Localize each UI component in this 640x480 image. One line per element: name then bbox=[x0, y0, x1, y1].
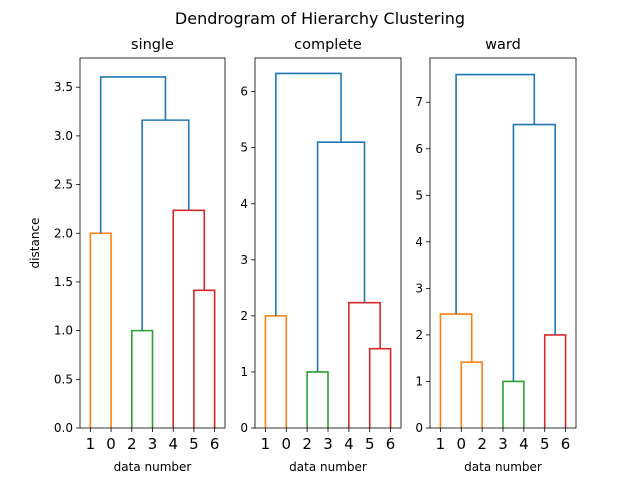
dendrogram-link bbox=[141, 119, 190, 331]
dendrogram-link bbox=[172, 209, 206, 428]
dendrogram-link bbox=[99, 76, 167, 234]
x-tick-label: 2 bbox=[477, 435, 487, 453]
y-tick-label: 7 bbox=[415, 95, 423, 109]
y-tick-label: 2.0 bbox=[54, 226, 73, 240]
dendrogram-link bbox=[543, 334, 567, 428]
y-tick-label: 1.5 bbox=[54, 275, 73, 289]
x-tick-label: 5 bbox=[189, 435, 199, 453]
figure-title: Dendrogram of Hierarchy Clustering bbox=[175, 9, 465, 28]
x-tick-label: 5 bbox=[365, 435, 375, 453]
x-tick-label: 3 bbox=[148, 435, 158, 453]
x-tick-label: 6 bbox=[561, 435, 571, 453]
x-axis-label: data number bbox=[114, 460, 192, 474]
x-tick-label: 2 bbox=[302, 435, 312, 453]
x-tick-label: 4 bbox=[344, 435, 354, 453]
dendrogram-link bbox=[368, 347, 392, 428]
y-tick-label: 5 bbox=[240, 141, 248, 155]
y-tick-label: 2 bbox=[415, 328, 423, 342]
x-tick-label: 2 bbox=[127, 435, 137, 453]
y-tick-label: 4 bbox=[240, 197, 248, 211]
y-tick-label: 5 bbox=[415, 188, 423, 202]
y-axis-label: distance bbox=[28, 218, 42, 269]
dendrogram-link bbox=[275, 72, 342, 316]
dendrogram-link bbox=[455, 73, 536, 315]
y-tick-label: 0 bbox=[415, 421, 423, 435]
x-tick-label: 0 bbox=[282, 435, 292, 453]
x-tick-label: 0 bbox=[106, 435, 116, 453]
x-axis-label: data number bbox=[464, 460, 542, 474]
dendrogram-link bbox=[460, 361, 483, 428]
dendrogram-link bbox=[502, 380, 525, 428]
panel-title: complete bbox=[294, 37, 362, 53]
x-tick-label: 1 bbox=[86, 435, 96, 453]
y-tick-label: 3.0 bbox=[54, 129, 73, 143]
x-tick-label: 3 bbox=[323, 435, 333, 453]
x-tick-label: 6 bbox=[210, 435, 220, 453]
y-tick-label: 3 bbox=[240, 253, 248, 267]
y-tick-label: 6 bbox=[415, 142, 423, 156]
y-tick-label: 2 bbox=[240, 309, 248, 323]
x-axis-label: data number bbox=[289, 460, 367, 474]
x-tick-label: 4 bbox=[168, 435, 178, 453]
x-tick-label: 1 bbox=[261, 435, 271, 453]
dendrogram-link bbox=[264, 315, 288, 428]
x-tick-label: 6 bbox=[386, 435, 396, 453]
panel-title: ward bbox=[485, 37, 521, 53]
y-tick-label: 1 bbox=[240, 365, 248, 379]
y-tick-label: 1.0 bbox=[54, 324, 73, 338]
dendrogram-link bbox=[306, 371, 329, 428]
y-tick-label: 0 bbox=[240, 421, 248, 435]
panel-title: single bbox=[131, 37, 174, 53]
x-tick-label: 0 bbox=[457, 435, 467, 453]
dendrogram-link bbox=[130, 329, 154, 428]
dendrogram-panel-single: 0.0 0.5 1.0 1.5 2.0 2.5 3.0 3.5 1 0 2 3 4 5 6 single dat… bbox=[28, 37, 226, 474]
dendrogram-link bbox=[316, 141, 366, 372]
axes-frame bbox=[429, 57, 577, 429]
y-tick-label: 1 bbox=[415, 374, 423, 388]
y-tick-label: 4 bbox=[415, 235, 423, 249]
x-tick-label: 5 bbox=[540, 435, 550, 453]
y-tick-label: 6 bbox=[240, 85, 248, 99]
x-tick-label: 3 bbox=[498, 435, 508, 453]
y-tick-label: 0.5 bbox=[54, 372, 73, 386]
dendrogram-link bbox=[89, 232, 112, 428]
y-tick-label: 3 bbox=[415, 281, 423, 295]
dendrogram-link bbox=[439, 313, 473, 428]
dendrogram-link bbox=[512, 123, 556, 382]
y-tick-label: 3.5 bbox=[54, 80, 73, 94]
dendrogram-link bbox=[193, 289, 216, 428]
y-tick-label: 2.5 bbox=[54, 178, 73, 192]
y-tick-label: 0.0 bbox=[54, 421, 73, 435]
x-tick-label: 4 bbox=[519, 435, 529, 453]
x-tick-label: 1 bbox=[436, 435, 446, 453]
dendrogram-link bbox=[348, 301, 381, 428]
